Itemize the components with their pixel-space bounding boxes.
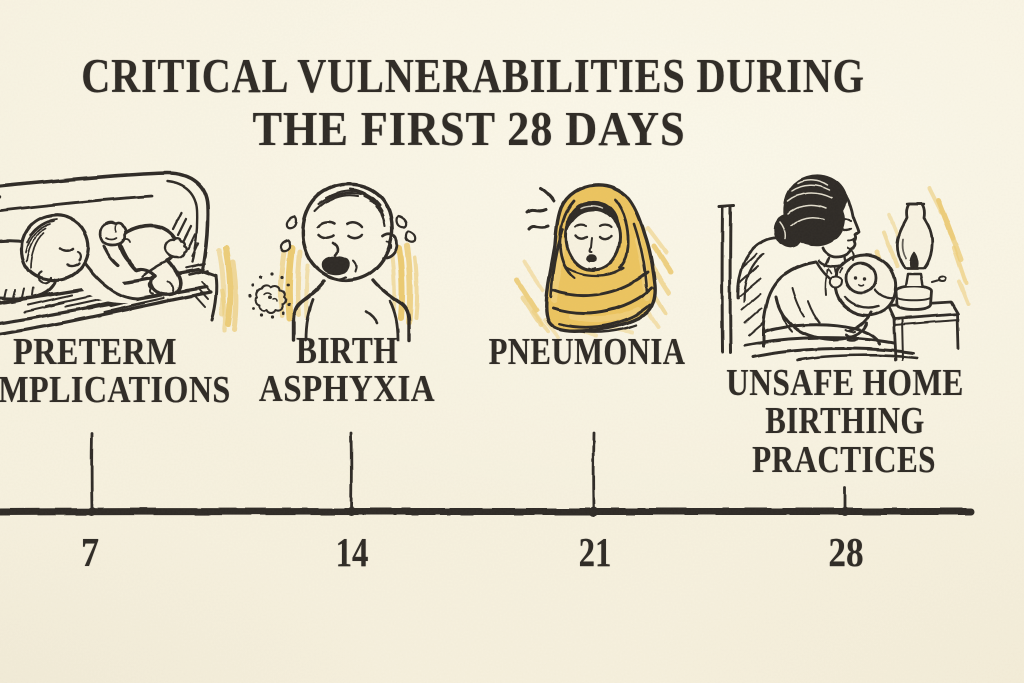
timeline-day-7: 7 xyxy=(80,529,100,575)
preterm-baby-head xyxy=(19,213,90,282)
oil-lamp-base xyxy=(894,284,934,312)
newborn-head xyxy=(844,261,878,295)
incubator-illustration xyxy=(0,171,239,336)
timeline-line xyxy=(0,507,975,516)
yellow-glow xyxy=(216,245,239,333)
timeline-day-21: 21 xyxy=(578,529,611,575)
timeline-day-14: 14 xyxy=(335,529,369,575)
title-line-2: THE FIRST 28 DAYS xyxy=(252,101,686,156)
label-homebirth-line1: UNSAFE HOME xyxy=(725,362,964,404)
tear-drops xyxy=(279,214,417,253)
yellow-glow xyxy=(278,243,420,325)
pneumonia-illustration xyxy=(514,183,674,339)
label-preterm-line1: PRETERM xyxy=(13,330,177,373)
home-birth-illustration xyxy=(717,174,970,362)
label-asphyxia-line2: ASPHYXIA xyxy=(258,367,436,410)
timeline-day-28: 28 xyxy=(827,529,864,575)
title-line-1: CRITICAL VULNERABILITIES DURING xyxy=(80,47,865,103)
label-asphyxia-line1: BIRTH xyxy=(295,329,398,372)
crying-baby-illustration xyxy=(248,182,420,342)
label-preterm-line2: COMPLICATIONS xyxy=(0,369,231,411)
label-pneumonia: PNEUMONIA xyxy=(488,331,686,373)
timeline-axis xyxy=(0,431,975,517)
cough-marks xyxy=(525,186,556,231)
